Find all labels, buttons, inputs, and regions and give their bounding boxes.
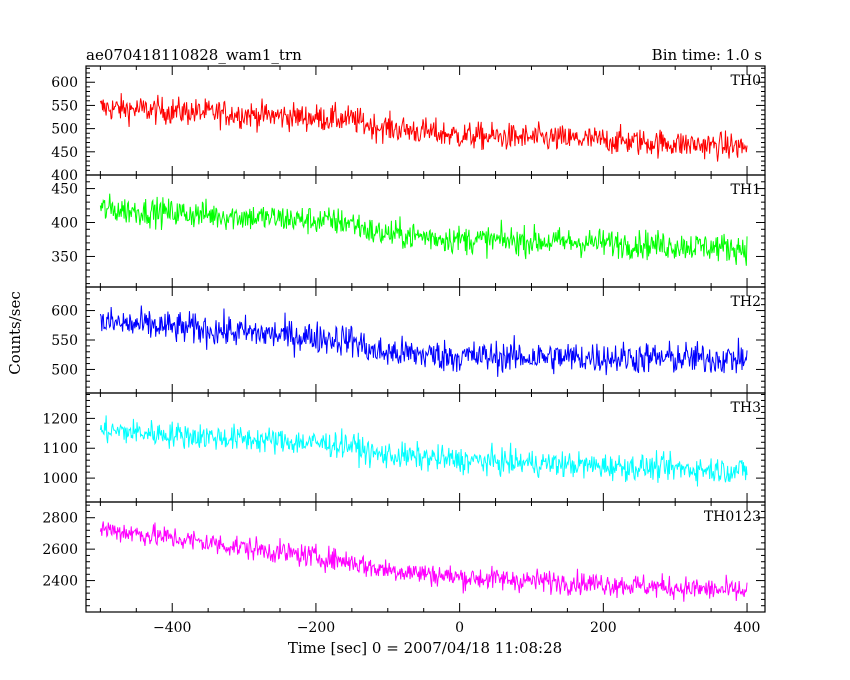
bin-time-label: Bin time: 1.0 s: [652, 46, 762, 64]
panel-th2: 500 550 600 TH2: [51, 286, 766, 394]
x-tick-label: −200: [297, 620, 335, 636]
y-tick-label: 1100: [42, 441, 78, 457]
panel-th3: 1000 1100 1200 TH3: [42, 392, 766, 503]
y-tick-label: 550: [51, 98, 78, 114]
x-axis-label: Time [sec] 0 = 2007/04/18 11:08:28: [288, 639, 562, 657]
y-tick-label: 2400: [42, 574, 78, 590]
y-tick-label: 1200: [42, 411, 78, 427]
series-th1: [99, 193, 748, 266]
panel-frame: [85, 392, 766, 503]
chart-title: ae070418110828_wam1_trn: [86, 46, 302, 64]
y-tick-label: 450: [51, 182, 78, 198]
panel-frame: [85, 174, 766, 288]
y-tick-label: 2600: [42, 542, 78, 558]
y-tick-label: 400: [51, 216, 78, 232]
y-tick-label: 450: [51, 145, 78, 161]
series-th3: [99, 415, 748, 487]
panel-label: TH1: [731, 182, 761, 198]
y-tick-label: 400: [51, 168, 78, 184]
y-tick-label: 2800: [42, 511, 78, 527]
x-axis: −400 −200 0 200 400: [153, 620, 760, 636]
y-tick-label: 600: [51, 75, 78, 91]
y-axis-label: Counts/sec: [6, 291, 24, 375]
panel-frame: [85, 501, 766, 613]
y-tick-label: 350: [51, 249, 78, 265]
y-tick-label: 1000: [42, 471, 78, 487]
panel-label: TH2: [731, 294, 761, 310]
panel-label: TH0123: [704, 509, 761, 525]
x-tick-label: 400: [734, 620, 761, 636]
series-th2: [99, 305, 748, 377]
y-tick-label: 600: [51, 304, 78, 320]
series-th0: [99, 93, 748, 162]
panel-label: TH3: [731, 400, 761, 416]
x-tick-label: 0: [455, 620, 464, 636]
y-tick-label: 500: [51, 362, 78, 378]
x-tick-label: 200: [590, 620, 617, 636]
panel-label: TH0: [731, 73, 761, 89]
panel-th0123: 2400 2600 2800 TH0123: [42, 501, 766, 613]
panel-th1: 350 400 450 TH1: [51, 174, 766, 288]
series-th0123: [99, 521, 748, 602]
y-tick-label: 550: [51, 333, 78, 349]
panel-th0: 400 450 500 550 600 TH0: [51, 65, 766, 184]
y-tick-label: 500: [51, 122, 78, 138]
x-tick-label: −400: [153, 620, 191, 636]
panel-frame: [85, 286, 766, 394]
